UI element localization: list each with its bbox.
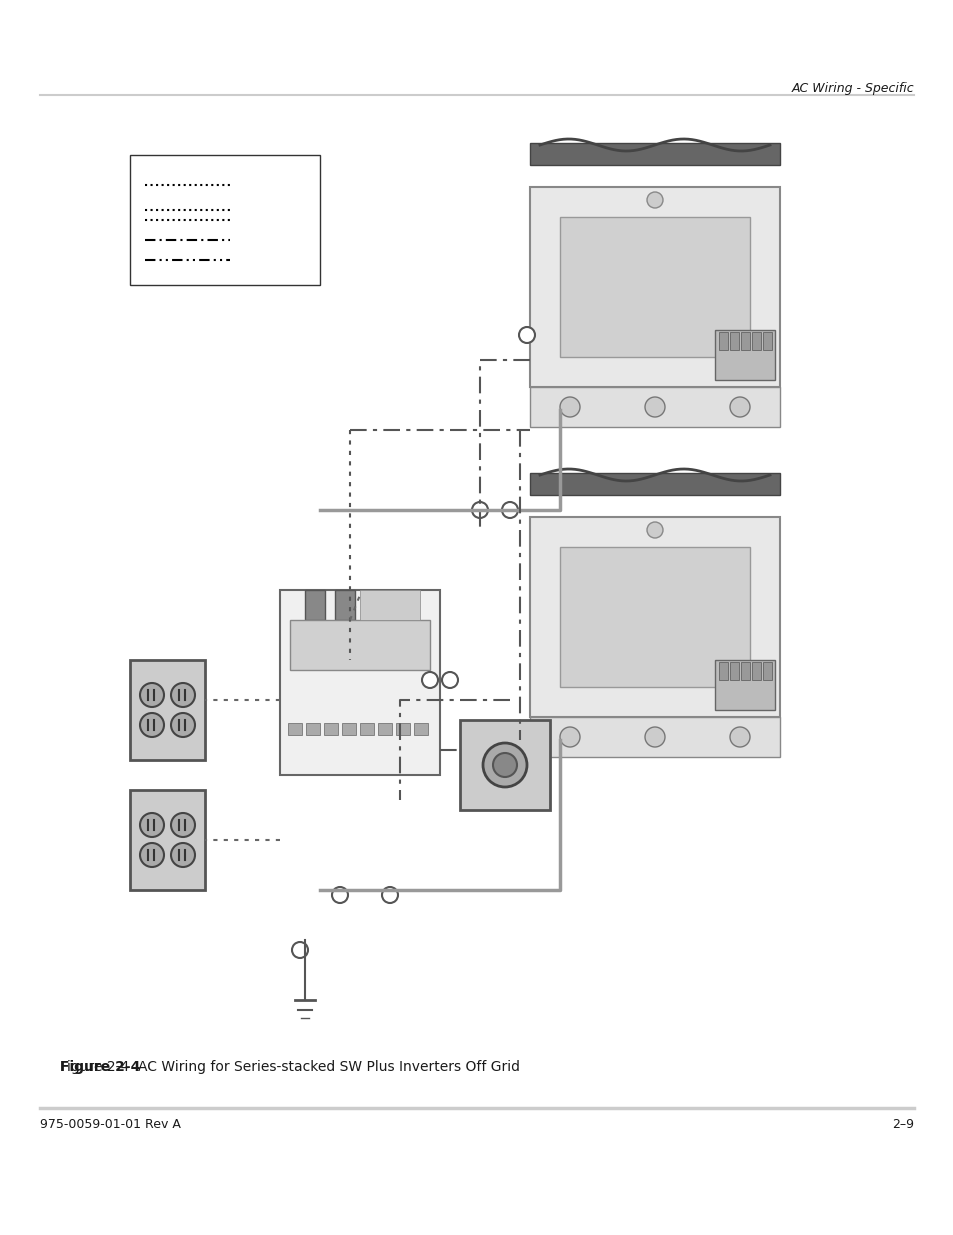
Bar bbox=[459, 720, 550, 810]
Bar bbox=[729, 662, 739, 680]
Text: Figure 2-4: Figure 2-4 bbox=[60, 1060, 140, 1074]
Bar bbox=[762, 662, 771, 680]
Bar bbox=[395, 722, 410, 735]
Bar bbox=[377, 722, 392, 735]
Bar bbox=[288, 722, 302, 735]
Bar bbox=[559, 547, 749, 687]
Circle shape bbox=[332, 887, 348, 903]
Circle shape bbox=[644, 396, 664, 417]
Bar bbox=[719, 662, 727, 680]
Bar bbox=[305, 590, 325, 620]
Text: Figure 2-4  AC Wiring for Series-stacked SW Plus Inverters Off Grid: Figure 2-4 AC Wiring for Series-stacked … bbox=[60, 1060, 519, 1074]
Circle shape bbox=[559, 727, 579, 747]
Bar bbox=[714, 330, 774, 380]
Bar bbox=[559, 217, 749, 357]
Circle shape bbox=[501, 501, 517, 517]
Bar bbox=[762, 332, 771, 350]
Bar bbox=[290, 620, 430, 671]
Text: AC Wiring - Specific: AC Wiring - Specific bbox=[791, 82, 913, 95]
Bar bbox=[714, 659, 774, 710]
Bar bbox=[719, 332, 727, 350]
Bar bbox=[359, 722, 374, 735]
Bar bbox=[740, 662, 749, 680]
Bar bbox=[341, 722, 355, 735]
Bar bbox=[280, 590, 439, 776]
Circle shape bbox=[171, 844, 194, 867]
Bar bbox=[530, 186, 780, 387]
Circle shape bbox=[646, 522, 662, 538]
Circle shape bbox=[140, 813, 164, 837]
Bar bbox=[740, 332, 749, 350]
Circle shape bbox=[292, 942, 308, 958]
Circle shape bbox=[729, 396, 749, 417]
Bar bbox=[751, 332, 760, 350]
Bar bbox=[751, 662, 760, 680]
Bar bbox=[130, 156, 319, 285]
Circle shape bbox=[482, 743, 526, 787]
Circle shape bbox=[140, 844, 164, 867]
Bar bbox=[530, 473, 780, 495]
Circle shape bbox=[646, 191, 662, 207]
Bar bbox=[414, 722, 428, 735]
Circle shape bbox=[171, 713, 194, 737]
Bar bbox=[729, 332, 739, 350]
Bar bbox=[306, 722, 319, 735]
Circle shape bbox=[171, 813, 194, 837]
Bar bbox=[530, 387, 780, 427]
Bar bbox=[530, 718, 780, 757]
Bar bbox=[530, 143, 780, 165]
Circle shape bbox=[421, 672, 437, 688]
Text: 2–9: 2–9 bbox=[891, 1118, 913, 1131]
Circle shape bbox=[493, 753, 517, 777]
Circle shape bbox=[381, 887, 397, 903]
Bar bbox=[130, 659, 205, 760]
Bar bbox=[130, 790, 205, 890]
Bar bbox=[530, 517, 780, 718]
Circle shape bbox=[559, 396, 579, 417]
Circle shape bbox=[518, 327, 535, 343]
Circle shape bbox=[729, 727, 749, 747]
Bar bbox=[324, 722, 337, 735]
Bar bbox=[335, 590, 355, 620]
Circle shape bbox=[472, 501, 488, 517]
Text: 975-0059-01-01 Rev A: 975-0059-01-01 Rev A bbox=[40, 1118, 181, 1131]
Circle shape bbox=[644, 727, 664, 747]
Circle shape bbox=[140, 713, 164, 737]
Circle shape bbox=[171, 683, 194, 706]
Circle shape bbox=[441, 672, 457, 688]
Bar bbox=[359, 590, 419, 620]
Circle shape bbox=[140, 683, 164, 706]
